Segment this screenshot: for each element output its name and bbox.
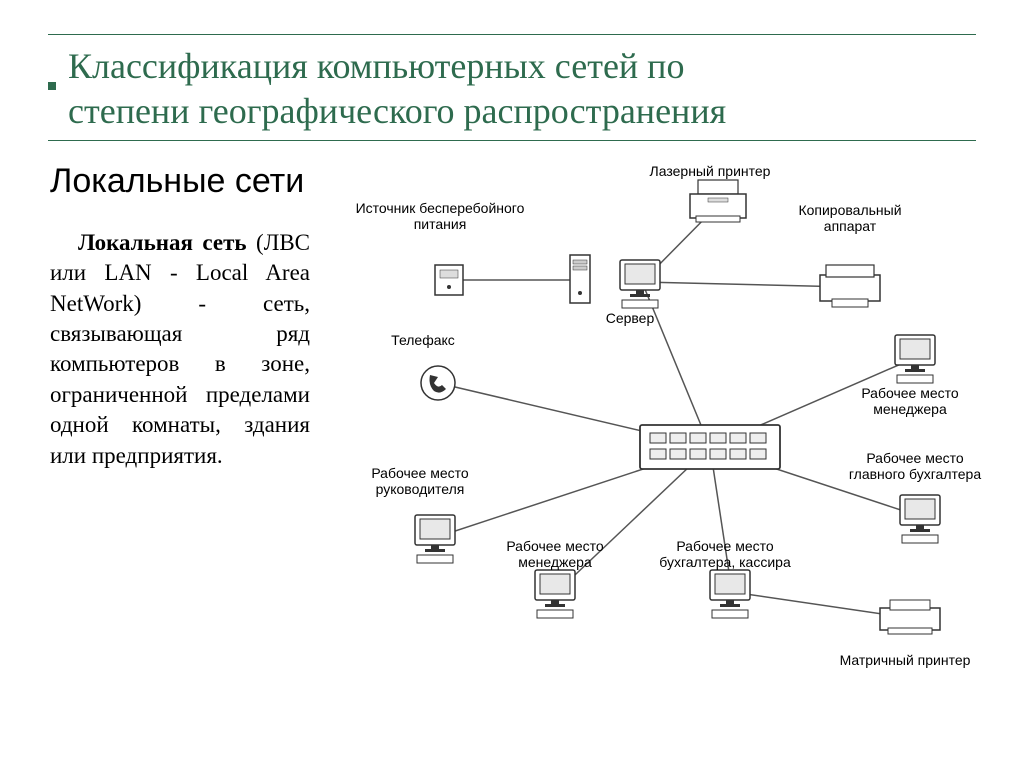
diagram-label-ws_cashier: Рабочее место бухгалтера, кассира [640,538,810,570]
slide-title: Классификация компьютерных сетей по степ… [68,44,968,134]
network-diagram: Источник бесперебойного питания Лазерный … [340,160,980,680]
diagram-label-laser_printer: Лазерный принтер [640,163,780,179]
title-bullet [48,82,56,90]
title-line2: степени географического распространения [68,91,726,131]
body-bold: Локальная сеть [78,230,247,255]
diagram-label-ws_director: Рабочее место руководителя [345,465,495,497]
slide: Классификация компьютерных сетей по степ… [0,0,1024,768]
diagram-label-ws_manager_right: Рабочее место менеджера [835,385,985,417]
subtitle: Локальные сети [50,162,304,201]
body-text: Локальная сеть (ЛВС или LAN - Local Area… [50,228,310,471]
title-bottom-rule [48,140,976,141]
body-rest: (ЛВС или LAN - Local Area NetWork) - сет… [50,230,310,468]
diagram-label-telefax: Телефакс [378,332,468,348]
diagram-label-ups: Источник бесперебойного питания [355,200,525,232]
diagram-label-copier: Копировальный аппарат [780,202,920,234]
diagram-label-ws_chief_accountant: Рабочее место главного бухгалтера [840,450,990,482]
title-top-rule [48,34,976,35]
diagram-label-server: Сервер [590,310,670,326]
diagram-label-matrix_printer: Матричный принтер [825,652,985,668]
title-line1: Классификация компьютерных сетей по [68,46,684,86]
diagram-label-ws_manager_bottom: Рабочее место менеджера [480,538,630,570]
